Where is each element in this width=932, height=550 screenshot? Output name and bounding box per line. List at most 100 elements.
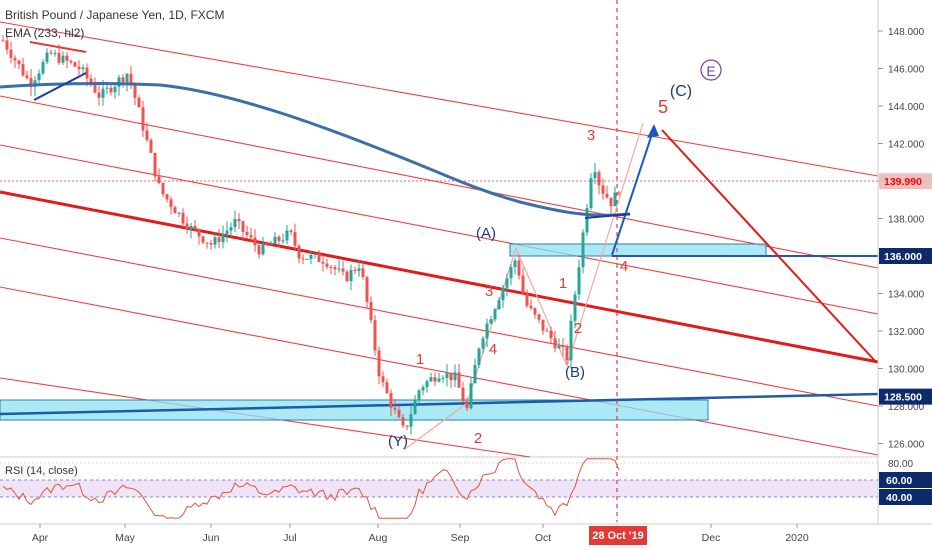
candle-body	[413, 400, 417, 415]
candle-body	[329, 266, 333, 268]
candle-body	[45, 52, 49, 63]
candle-body	[113, 86, 117, 93]
candle-body	[373, 320, 377, 351]
candle-body	[105, 87, 109, 89]
candle-body	[261, 243, 265, 255]
time-axis	[0, 524, 932, 550]
x-tick-label: 2020	[785, 532, 809, 544]
candle-body	[365, 277, 369, 302]
candle-body	[421, 387, 425, 391]
candle-body	[577, 267, 581, 295]
candle-body	[485, 323, 489, 339]
header-symbol: British Pound / Japanese Yen, 1D, FXCM	[5, 8, 224, 22]
candle-body	[469, 383, 473, 409]
candle-body	[133, 83, 137, 98]
wave-label: (A)	[476, 225, 496, 242]
candle-body	[37, 73, 41, 81]
candle-body	[293, 232, 297, 246]
candle-body	[497, 300, 501, 310]
candle-body	[341, 268, 345, 272]
candle-body	[337, 268, 341, 270]
wave-label: 3	[485, 283, 493, 300]
candle-body	[189, 225, 193, 230]
candle-body	[325, 263, 329, 267]
candle-body	[61, 55, 65, 63]
candle-body	[193, 225, 197, 230]
candle-body	[417, 390, 421, 401]
candle-body	[345, 271, 349, 282]
candle-body	[57, 52, 61, 63]
candle-body	[125, 73, 129, 83]
candle-body	[121, 77, 125, 83]
date-badge-bg	[589, 526, 647, 545]
candle-body	[205, 242, 209, 244]
candle-body	[481, 338, 485, 349]
candle-body	[165, 194, 169, 200]
candle-body	[93, 84, 97, 93]
candle-body	[617, 192, 621, 194]
candle-body	[409, 414, 413, 427]
candle-body	[65, 55, 69, 61]
candle-body	[213, 237, 217, 245]
candle-body	[457, 372, 461, 388]
candle-body	[73, 62, 77, 67]
candle-body	[17, 60, 21, 65]
candle-body	[613, 192, 617, 207]
candle-body	[141, 107, 145, 131]
candle-body	[257, 245, 261, 255]
price-badge: 136.000	[884, 251, 922, 263]
candle-body	[597, 172, 601, 186]
candle-body	[425, 381, 429, 388]
candle-body	[565, 347, 569, 361]
candle-body	[405, 425, 409, 427]
candle-body	[149, 139, 153, 153]
candle-body	[573, 294, 577, 321]
projection-blue	[611, 127, 655, 256]
rsi-band	[0, 480, 878, 497]
candle-body	[1, 40, 5, 42]
candle-body	[289, 230, 293, 233]
wave-label: 2	[574, 320, 582, 337]
price-pane	[0, 0, 878, 457]
candle-body	[157, 176, 161, 183]
candle-body	[321, 261, 325, 264]
resistance-zone	[509, 243, 767, 257]
price-badge: 139.990	[884, 176, 922, 188]
candle-body	[521, 275, 525, 294]
price-tick-label: 138.000	[888, 215, 925, 226]
candle-body	[361, 268, 365, 278]
candle-body	[249, 235, 253, 238]
wave-label: (B)	[565, 364, 585, 381]
candle-body	[353, 269, 357, 272]
candle-body	[461, 387, 465, 402]
candle-body	[589, 178, 593, 209]
main-trend-line	[0, 190, 879, 364]
candle-body	[273, 236, 277, 244]
candle-body	[309, 254, 313, 259]
candle-body	[13, 57, 17, 61]
candle-body	[453, 372, 457, 381]
candle-body	[81, 67, 85, 69]
candle-body	[217, 237, 221, 243]
candle-body	[253, 237, 257, 246]
candle-body	[197, 229, 201, 237]
price-tick-label: 146.000	[888, 65, 925, 76]
candle-body	[545, 330, 549, 332]
candle-body	[593, 172, 597, 179]
candle-body	[561, 345, 565, 348]
bottom-line	[33, 72, 87, 101]
candle-body	[537, 314, 541, 320]
candle-body	[517, 260, 521, 276]
candle-body	[581, 232, 585, 268]
price-badge-bg	[879, 388, 932, 405]
candle-body	[241, 221, 245, 232]
candle-body	[101, 88, 105, 98]
candle-body	[225, 230, 229, 235]
price-tick-label: 144.000	[888, 102, 925, 113]
candle-body	[129, 73, 133, 84]
price-badge-bg	[879, 173, 932, 190]
candle-body	[209, 243, 213, 245]
ema-arrow	[584, 213, 631, 219]
candle-body	[369, 301, 373, 321]
